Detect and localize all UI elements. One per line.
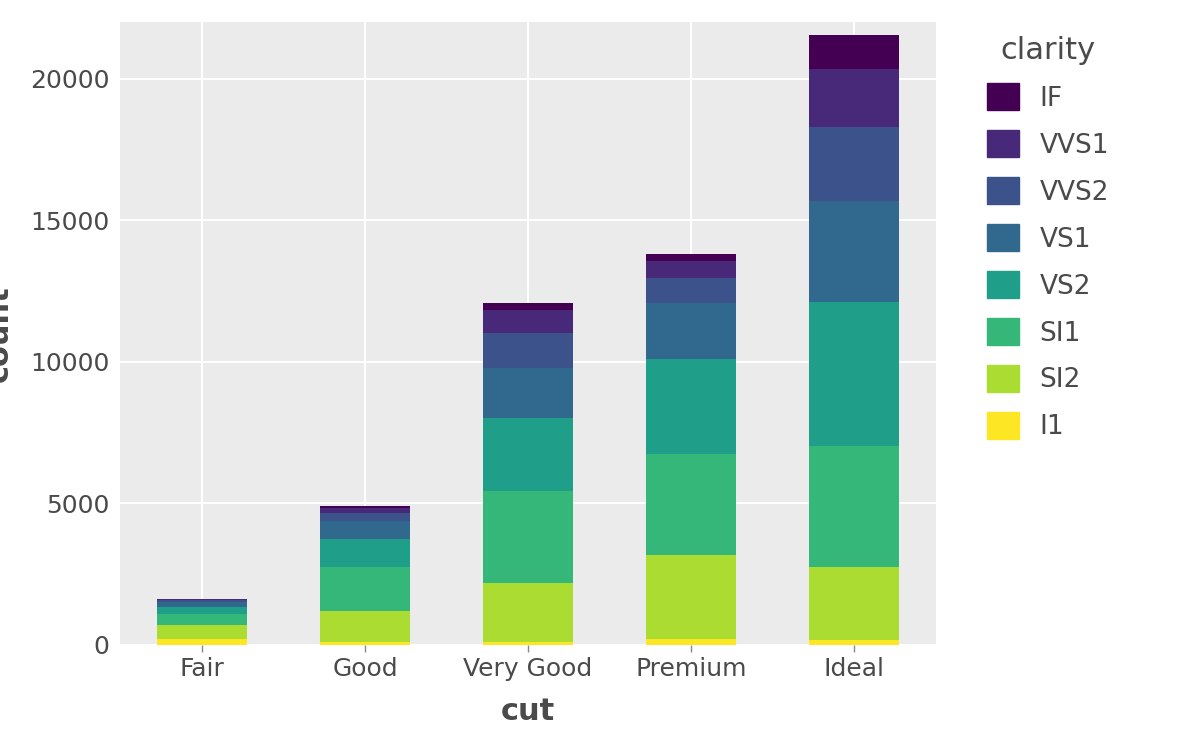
Bar <box>809 201 899 302</box>
Bar <box>809 127 899 201</box>
Bar <box>157 625 247 639</box>
Bar <box>647 556 736 639</box>
Bar <box>647 359 736 454</box>
Bar <box>809 302 899 446</box>
Bar <box>320 567 409 611</box>
Bar <box>484 491 572 583</box>
Bar <box>157 607 247 614</box>
Bar <box>157 639 247 645</box>
Bar <box>809 567 899 640</box>
Bar <box>320 642 409 645</box>
Bar <box>320 508 409 513</box>
Bar <box>484 333 572 368</box>
Bar <box>157 614 247 625</box>
Bar <box>157 600 247 602</box>
Bar <box>809 446 899 567</box>
Legend: IF, VVS1, VVS2, VS1, VS2, SI1, SI2, I1: IF, VVS1, VVS2, VS1, VS2, SI1, SI2, I1 <box>973 23 1122 453</box>
Bar <box>647 261 736 279</box>
Bar <box>647 279 736 303</box>
Bar <box>484 368 572 418</box>
Bar <box>809 35 899 69</box>
Y-axis label: count: count <box>0 285 13 382</box>
Bar <box>809 640 899 645</box>
Bar <box>647 639 736 645</box>
Bar <box>484 583 572 642</box>
Bar <box>320 539 409 567</box>
X-axis label: cut: cut <box>500 697 556 726</box>
Bar <box>320 513 409 521</box>
Bar <box>484 303 572 310</box>
Bar <box>647 303 736 359</box>
Bar <box>484 642 572 645</box>
Bar <box>320 521 409 539</box>
Bar <box>484 418 572 491</box>
Bar <box>647 254 736 261</box>
Bar <box>320 506 409 508</box>
Bar <box>809 69 899 127</box>
Bar <box>647 454 736 556</box>
Bar <box>484 310 572 333</box>
Bar <box>320 611 409 642</box>
Bar <box>157 602 247 607</box>
